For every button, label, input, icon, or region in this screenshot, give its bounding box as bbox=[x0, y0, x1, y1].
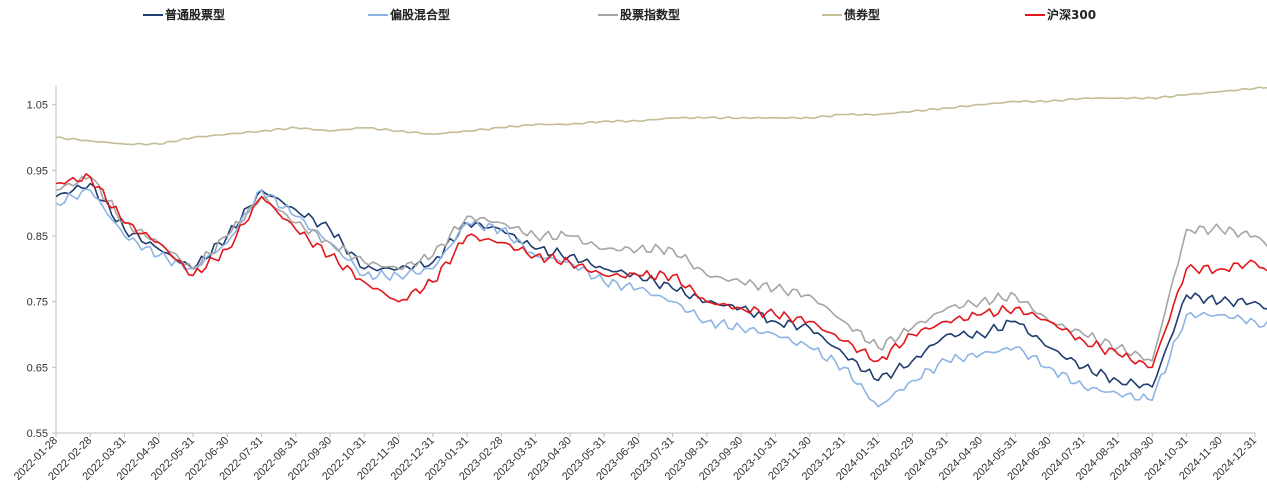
legend-label: 沪深300 bbox=[1047, 8, 1097, 22]
series-line-0 bbox=[55, 182, 1267, 389]
legend-item-bond: 债券型 bbox=[822, 6, 880, 23]
series-line-3 bbox=[55, 86, 1267, 146]
y-tick-label: 0.65 bbox=[27, 362, 48, 374]
legend-swatch bbox=[822, 13, 842, 16]
legend: 普通股票型 偏股混合型 股票指数型 债券型 沪深300 bbox=[0, 6, 1267, 26]
series-line-2 bbox=[55, 175, 1267, 362]
series-line-4 bbox=[55, 173, 1267, 369]
legend-item-mixed: 偏股混合型 bbox=[368, 6, 450, 23]
legend-item-index: 股票指数型 bbox=[598, 6, 680, 23]
y-tick-label: 0.75 bbox=[27, 297, 48, 309]
legend-swatch bbox=[1025, 13, 1045, 16]
y-tick-label: 0.55 bbox=[27, 428, 48, 440]
legend-label: 普通股票型 bbox=[165, 8, 226, 22]
legend-item-stock: 普通股票型 bbox=[143, 6, 225, 23]
legend-label: 股票指数型 bbox=[620, 8, 681, 22]
legend-swatch bbox=[143, 13, 163, 16]
series-line-1 bbox=[55, 188, 1267, 408]
legend-swatch bbox=[368, 13, 388, 16]
axes: 0.550.650.750.850.951.052022-01-282022-0… bbox=[12, 85, 1259, 483]
y-tick-label: 1.05 bbox=[27, 100, 48, 112]
legend-swatch bbox=[598, 13, 618, 16]
y-tick-label: 0.95 bbox=[27, 165, 48, 177]
legend-item-csi300: 沪深300 bbox=[1025, 6, 1096, 23]
legend-label: 债券型 bbox=[844, 8, 881, 22]
y-tick-label: 0.85 bbox=[27, 231, 48, 243]
series-lines bbox=[55, 86, 1267, 408]
legend-label: 偏股混合型 bbox=[390, 8, 451, 22]
